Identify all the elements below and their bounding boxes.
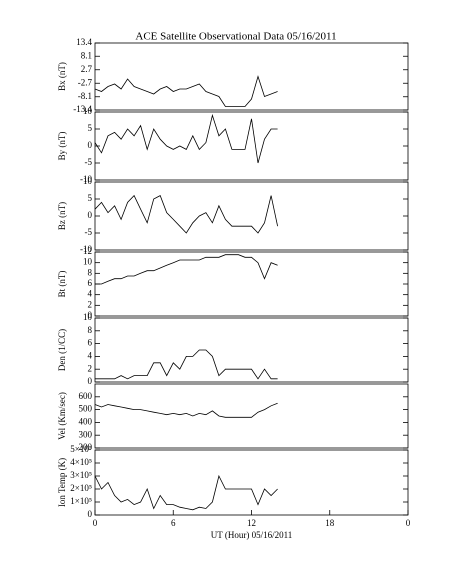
y-tick-label: 8	[88, 325, 93, 335]
panel-frame	[94, 181, 409, 251]
y-tick-label: 6	[88, 338, 93, 348]
x-tick-label: 18	[325, 518, 335, 528]
y-tick-label: -2.7	[78, 77, 93, 87]
y-tick-label: 0	[88, 210, 93, 220]
y-tick-label: 500	[79, 404, 93, 414]
y-tick-label: 8.1	[81, 50, 92, 60]
y-tick-label: 5×10⁵	[70, 444, 92, 454]
y-axis-label: Bz (nT)	[57, 202, 67, 230]
y-tick-label: -10	[80, 244, 92, 254]
y-tick-label: 10	[83, 106, 93, 116]
data-line	[94, 402, 278, 418]
y-tick-label: 1×10⁵	[70, 496, 92, 506]
x-axis-label: UT (Hour) 05/16/2011	[211, 530, 293, 540]
y-tick-label: 600	[79, 391, 93, 401]
data-line	[94, 474, 278, 511]
panel-frame	[94, 42, 409, 111]
y-tick-label: 2	[88, 363, 93, 373]
y-axis-label: Vel (Km/sec)	[57, 392, 67, 440]
panel-frame	[94, 383, 409, 449]
panel-frame	[94, 449, 409, 516]
y-tick-label: 4×10⁵	[70, 457, 92, 467]
y-tick-label: 200	[79, 442, 93, 452]
y-tick-label: 2.7	[81, 64, 93, 74]
panel-frame	[94, 111, 409, 181]
data-line	[95, 254, 278, 285]
y-tick-label: 0	[88, 509, 93, 519]
y-tick-label: 400	[79, 416, 93, 426]
y-axis-label: By (nT)	[57, 132, 67, 161]
y-tick-label: 4	[88, 350, 93, 360]
y-tick-label: 8	[88, 267, 93, 277]
chart-title: ACE Satellite Observational Data 05/16/2…	[135, 31, 336, 43]
x-tick-label: 12	[247, 518, 256, 528]
y-tick-label: -13.4	[73, 104, 92, 114]
panel-frame	[94, 251, 409, 317]
data-line	[94, 75, 278, 107]
y-tick-label: 5	[88, 123, 93, 133]
y-tick-label: 3×10⁵	[70, 470, 92, 480]
y-tick-label: 2×10⁵	[70, 483, 92, 493]
y-tick-label: 13.4	[76, 37, 92, 47]
y-tick-label: 10	[83, 312, 93, 322]
y-tick-label: 0	[88, 310, 93, 320]
y-tick-label: -5	[85, 227, 93, 237]
y-tick-label: 10	[83, 176, 93, 186]
y-axis-label: Ion Temp (K)	[57, 458, 67, 507]
y-axis-label: Bx (nT)	[57, 62, 67, 91]
y-tick-label: 5	[88, 193, 93, 203]
y-tick-label: -5	[85, 157, 93, 167]
data-line	[94, 194, 278, 234]
x-tick-label: 0	[93, 518, 98, 528]
y-tick-label: -10	[80, 174, 92, 184]
y-axis-label: Bt (nT)	[57, 271, 67, 298]
y-tick-label: 0	[88, 140, 93, 150]
y-axis-label: Den (1/CC)	[57, 329, 67, 371]
y-tick-label: 0	[88, 376, 93, 386]
y-tick-label: 300	[79, 429, 93, 439]
panel-frame	[94, 317, 409, 383]
x-tick-label: 0	[406, 518, 411, 528]
y-tick-label: 6	[88, 278, 93, 288]
y-tick-label: -8.1	[78, 91, 92, 101]
x-tick-label: 6	[171, 518, 176, 528]
data-line	[94, 113, 278, 164]
y-tick-label: 10	[83, 257, 93, 267]
data-line	[95, 349, 278, 380]
y-tick-label: 2	[88, 299, 93, 309]
y-tick-label: 12	[83, 246, 92, 256]
y-tick-label: 4	[88, 289, 93, 299]
